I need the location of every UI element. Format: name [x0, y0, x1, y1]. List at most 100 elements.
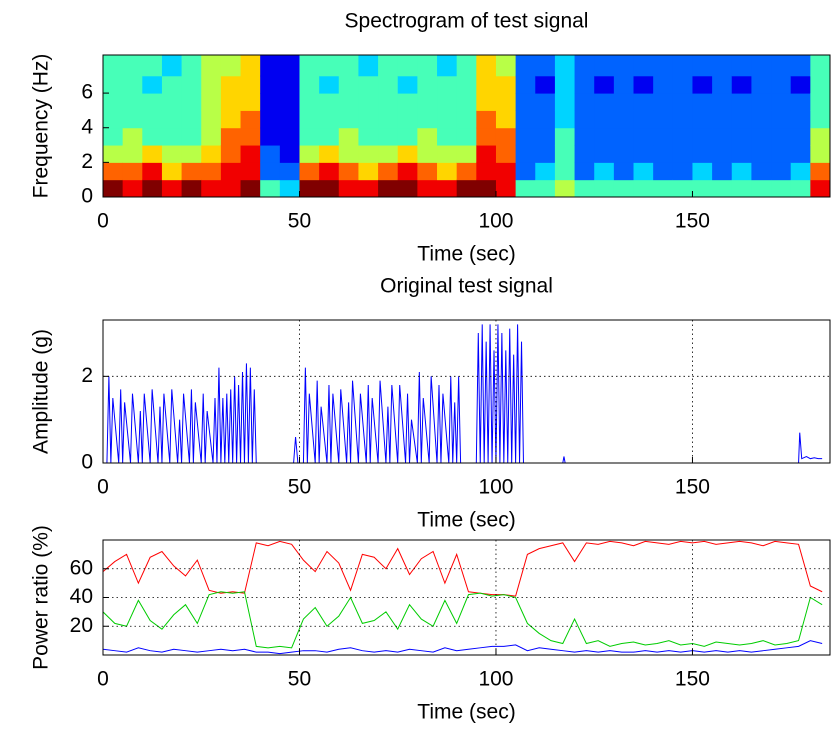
heat-cell [554, 162, 576, 181]
heat-cell [653, 179, 674, 197]
heat-cell [613, 55, 635, 77]
y-tick-label: 0 [81, 185, 93, 208]
heat-cell [712, 55, 733, 77]
heat-cell [181, 145, 202, 163]
x-tick-label: 100 [478, 668, 513, 691]
heat-cell [260, 179, 281, 197]
heat-cell [672, 179, 693, 197]
heat-cell [378, 179, 399, 197]
heat-cell [594, 145, 615, 163]
heat-cell [319, 179, 340, 197]
heat-cell [299, 127, 320, 146]
heat-cell [378, 75, 399, 94]
heat-cell [299, 145, 320, 163]
heat-cell [437, 145, 458, 163]
heat-cell [201, 110, 222, 129]
heat-cell [535, 127, 556, 146]
heat-cell [476, 145, 497, 163]
heat-cell [554, 75, 576, 94]
heat-cell [161, 55, 183, 77]
heat-cell [240, 75, 261, 94]
heat-cell [653, 93, 674, 111]
heat-cell [574, 162, 595, 181]
heat-cell [240, 110, 261, 129]
heat-cell [771, 127, 792, 146]
heat-cell [790, 127, 811, 146]
heat-cell [122, 75, 143, 94]
heat-cell [338, 127, 359, 146]
heat-cell [319, 127, 340, 146]
heat-cell [220, 93, 242, 111]
heat-cell [437, 93, 458, 111]
heat-cell [554, 179, 576, 197]
heat-cell [712, 93, 733, 111]
x-tick-label: 0 [97, 210, 109, 233]
heat-cell [574, 145, 595, 163]
heat-cell [220, 75, 242, 94]
x-tick-label: 0 [97, 476, 109, 499]
heat-cell [122, 93, 143, 111]
heat-cell [260, 127, 281, 146]
heat-cell [751, 145, 772, 163]
series-line [103, 591, 823, 649]
heat-cell [319, 145, 340, 163]
heat-cell [790, 179, 811, 197]
heat-cell [122, 127, 143, 146]
heat-cell [299, 162, 320, 181]
heat-cell [613, 110, 635, 129]
heat-cell [476, 162, 497, 181]
heat-cell [220, 162, 242, 181]
heat-cell [201, 179, 222, 197]
heat-cell [220, 179, 242, 197]
heat-cell [535, 179, 556, 197]
heat-cell [751, 179, 772, 197]
heat-cell [554, 127, 576, 146]
heat-cell [142, 93, 163, 111]
x-tick-label: 0 [97, 668, 109, 691]
heat-cell [378, 110, 399, 129]
heat-cell [397, 93, 418, 111]
heat-cell [338, 93, 359, 111]
heat-cell [181, 55, 202, 77]
heat-cell [220, 145, 242, 163]
heat-cell [397, 55, 418, 77]
y-tick-label: 0 [81, 451, 93, 474]
y-tick-label: 6 [81, 81, 93, 104]
heat-cell [771, 75, 792, 94]
heat-cell [810, 55, 830, 77]
heat-cell [358, 145, 379, 163]
heat-cell [417, 55, 438, 77]
heat-cell [279, 93, 300, 111]
heat-cell [161, 110, 183, 129]
heat-cell [476, 110, 497, 129]
y-tick-label: 40 [70, 585, 93, 608]
heat-cell [594, 127, 615, 146]
heat-cell [692, 110, 713, 129]
y-tick-label: 60 [70, 556, 93, 579]
heat-cell [358, 55, 379, 77]
heat-cell [574, 75, 595, 94]
series-line [103, 640, 823, 655]
heat-cell [751, 162, 772, 181]
heat-cell [574, 93, 595, 111]
heat-cell [240, 162, 261, 181]
heat-cell [495, 127, 517, 146]
heat-cell [142, 55, 163, 77]
heat-cell [712, 75, 733, 94]
heat-cell [417, 93, 438, 111]
heat-cell [594, 162, 615, 181]
heat-cell [338, 55, 359, 77]
heat-cell [771, 55, 792, 77]
heat-cell [260, 162, 281, 181]
heat-cell [476, 93, 497, 111]
heat-cell [692, 179, 713, 197]
x-axis-label: Time (sec) [417, 509, 515, 532]
heat-cell [358, 75, 379, 94]
heat-cell [299, 110, 320, 129]
heat-cell [515, 127, 536, 146]
heat-cell [771, 110, 792, 129]
heat-cell [103, 75, 124, 94]
heat-cell [378, 55, 399, 77]
heat-cell [122, 55, 143, 77]
heat-cell [633, 127, 654, 146]
